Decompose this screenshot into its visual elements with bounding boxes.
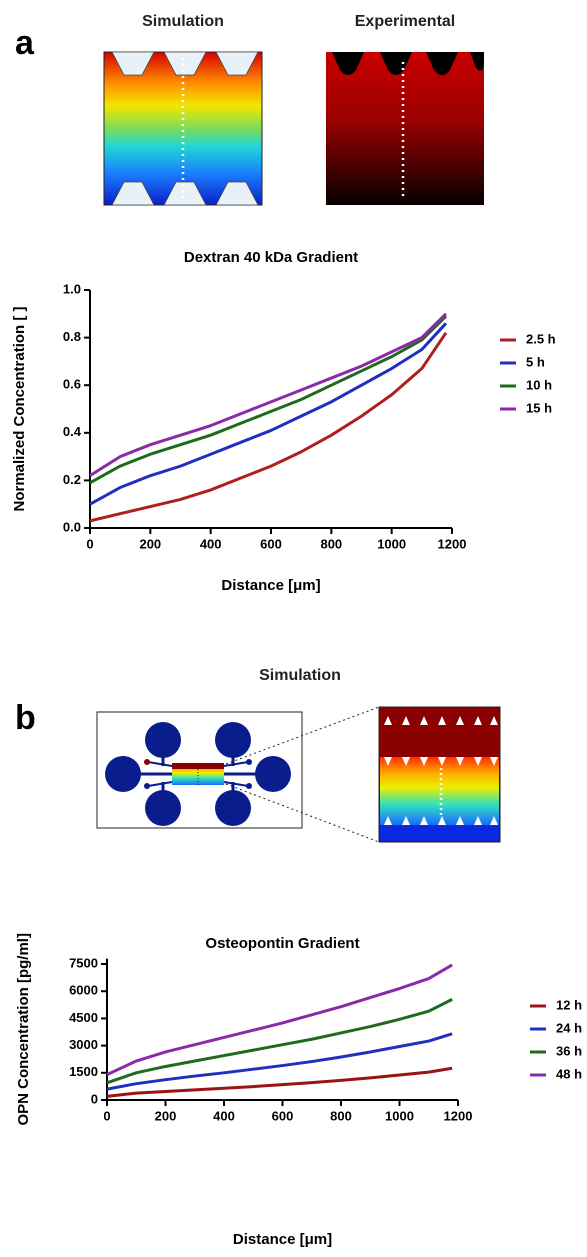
x-tick-label: 1000 xyxy=(385,1108,414,1123)
legend-label: 24 h xyxy=(556,1020,582,1035)
y-tick-label: 1500 xyxy=(69,1064,98,1079)
x-tick-label: 800 xyxy=(330,1108,352,1123)
y-tick-label: 4500 xyxy=(69,1010,98,1025)
y-tick-label: 7500 xyxy=(69,955,98,970)
x-tick-label: 800 xyxy=(320,536,342,551)
legend-label: 15 h xyxy=(526,400,552,415)
y-tick-label: 0.6 xyxy=(63,377,81,392)
legend-label: 5 h xyxy=(526,354,545,369)
y-tick-label: 1.0 xyxy=(63,281,81,296)
x-tick-label: 400 xyxy=(213,1108,235,1123)
y-tick-label: 0.4 xyxy=(63,424,82,439)
image-title: Simulation xyxy=(142,13,224,30)
experimental-image xyxy=(326,52,484,205)
y-tick-label: 0.8 xyxy=(63,329,81,344)
y-tick-label: 6000 xyxy=(69,983,98,998)
image-title: Simulation xyxy=(259,667,341,684)
legend-label: 12 h xyxy=(556,997,582,1012)
x-tick-label: 600 xyxy=(272,1108,294,1123)
legend-label: 36 h xyxy=(556,1043,582,1058)
legend-label: 10 h xyxy=(526,377,552,392)
x-tick-label: 1200 xyxy=(438,536,467,551)
figure: a Simulation Experimental Simulation b xyxy=(0,0,587,1252)
y-tick-label: 3000 xyxy=(69,1037,98,1052)
legend-label: 2.5 h xyxy=(526,331,556,346)
x-tick-label: 1000 xyxy=(377,536,406,551)
line xyxy=(107,1068,452,1096)
image-title: Experimental xyxy=(355,13,455,30)
y-tick-label: 0 xyxy=(91,1091,98,1106)
x-axis-label: Distance [μm] xyxy=(221,577,320,594)
line xyxy=(107,1034,452,1089)
device-image xyxy=(97,707,379,842)
line xyxy=(107,999,452,1082)
panel-label: a xyxy=(15,24,35,62)
x-tick-label: 1200 xyxy=(444,1108,473,1123)
x-tick-label: 600 xyxy=(260,536,282,551)
panel-label: b xyxy=(15,699,36,737)
y-tick-label: 0.0 xyxy=(63,519,81,534)
x-tick-label: 200 xyxy=(139,536,161,551)
y-axis-label: Normalized Concentration [ ] xyxy=(11,306,28,511)
line xyxy=(90,316,446,483)
simulation-image xyxy=(104,52,262,205)
zoom-image xyxy=(379,707,500,842)
chart-title: Osteopontin Gradient xyxy=(205,935,359,952)
y-tick-label: 0.2 xyxy=(63,472,81,487)
legend-label: 48 h xyxy=(556,1066,582,1081)
x-tick-label: 0 xyxy=(86,536,93,551)
chart-title: Dextran 40 kDa Gradient xyxy=(184,249,358,266)
x-tick-label: 400 xyxy=(200,536,222,551)
y-axis-label: OPN Concentration [pg/ml] xyxy=(15,933,32,1126)
x-tick-label: 0 xyxy=(103,1108,110,1123)
x-axis-label: Distance [μm] xyxy=(233,1231,332,1248)
line xyxy=(90,333,446,521)
x-tick-label: 200 xyxy=(155,1108,177,1123)
